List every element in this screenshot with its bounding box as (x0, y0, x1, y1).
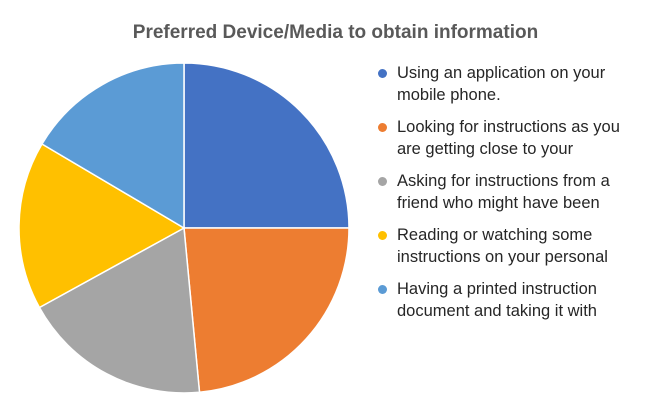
legend-item[interactable]: Having a printed instruction document an… (378, 278, 668, 322)
legend-item[interactable]: Looking for instructions as you are gett… (378, 116, 668, 160)
pie-slice-4[interactable] (40, 62, 185, 230)
legend-marker-2 (378, 177, 387, 186)
legend-marker-4 (378, 285, 387, 294)
legend: Using an application on your mobile phon… (378, 62, 668, 332)
pie-slice-1[interactable] (183, 227, 350, 394)
legend-label: Asking for instructions from a friend wh… (397, 172, 610, 212)
legend-label: Using an application on your mobile phon… (397, 64, 606, 104)
legend-item[interactable]: Reading or watching some instructions on… (378, 224, 668, 268)
pie-slice-3[interactable] (18, 142, 186, 309)
legend-label: Looking for instructions as you are gett… (397, 118, 620, 158)
legend-label: Having a printed instruction document an… (397, 280, 597, 320)
pie-slices (18, 62, 350, 394)
legend-item[interactable]: Asking for instructions from a friend wh… (378, 170, 668, 214)
legend-marker-1 (378, 123, 387, 132)
legend-item[interactable]: Using an application on your mobile phon… (378, 62, 668, 106)
chart-title: Preferred Device/Media to obtain informa… (132, 22, 539, 43)
pie-slice-2[interactable] (38, 226, 201, 394)
legend-marker-0 (378, 69, 387, 78)
pie-slice-0[interactable] (183, 62, 350, 229)
legend-marker-3 (378, 231, 387, 240)
legend-label: Reading or watching some instructions on… (397, 226, 608, 266)
